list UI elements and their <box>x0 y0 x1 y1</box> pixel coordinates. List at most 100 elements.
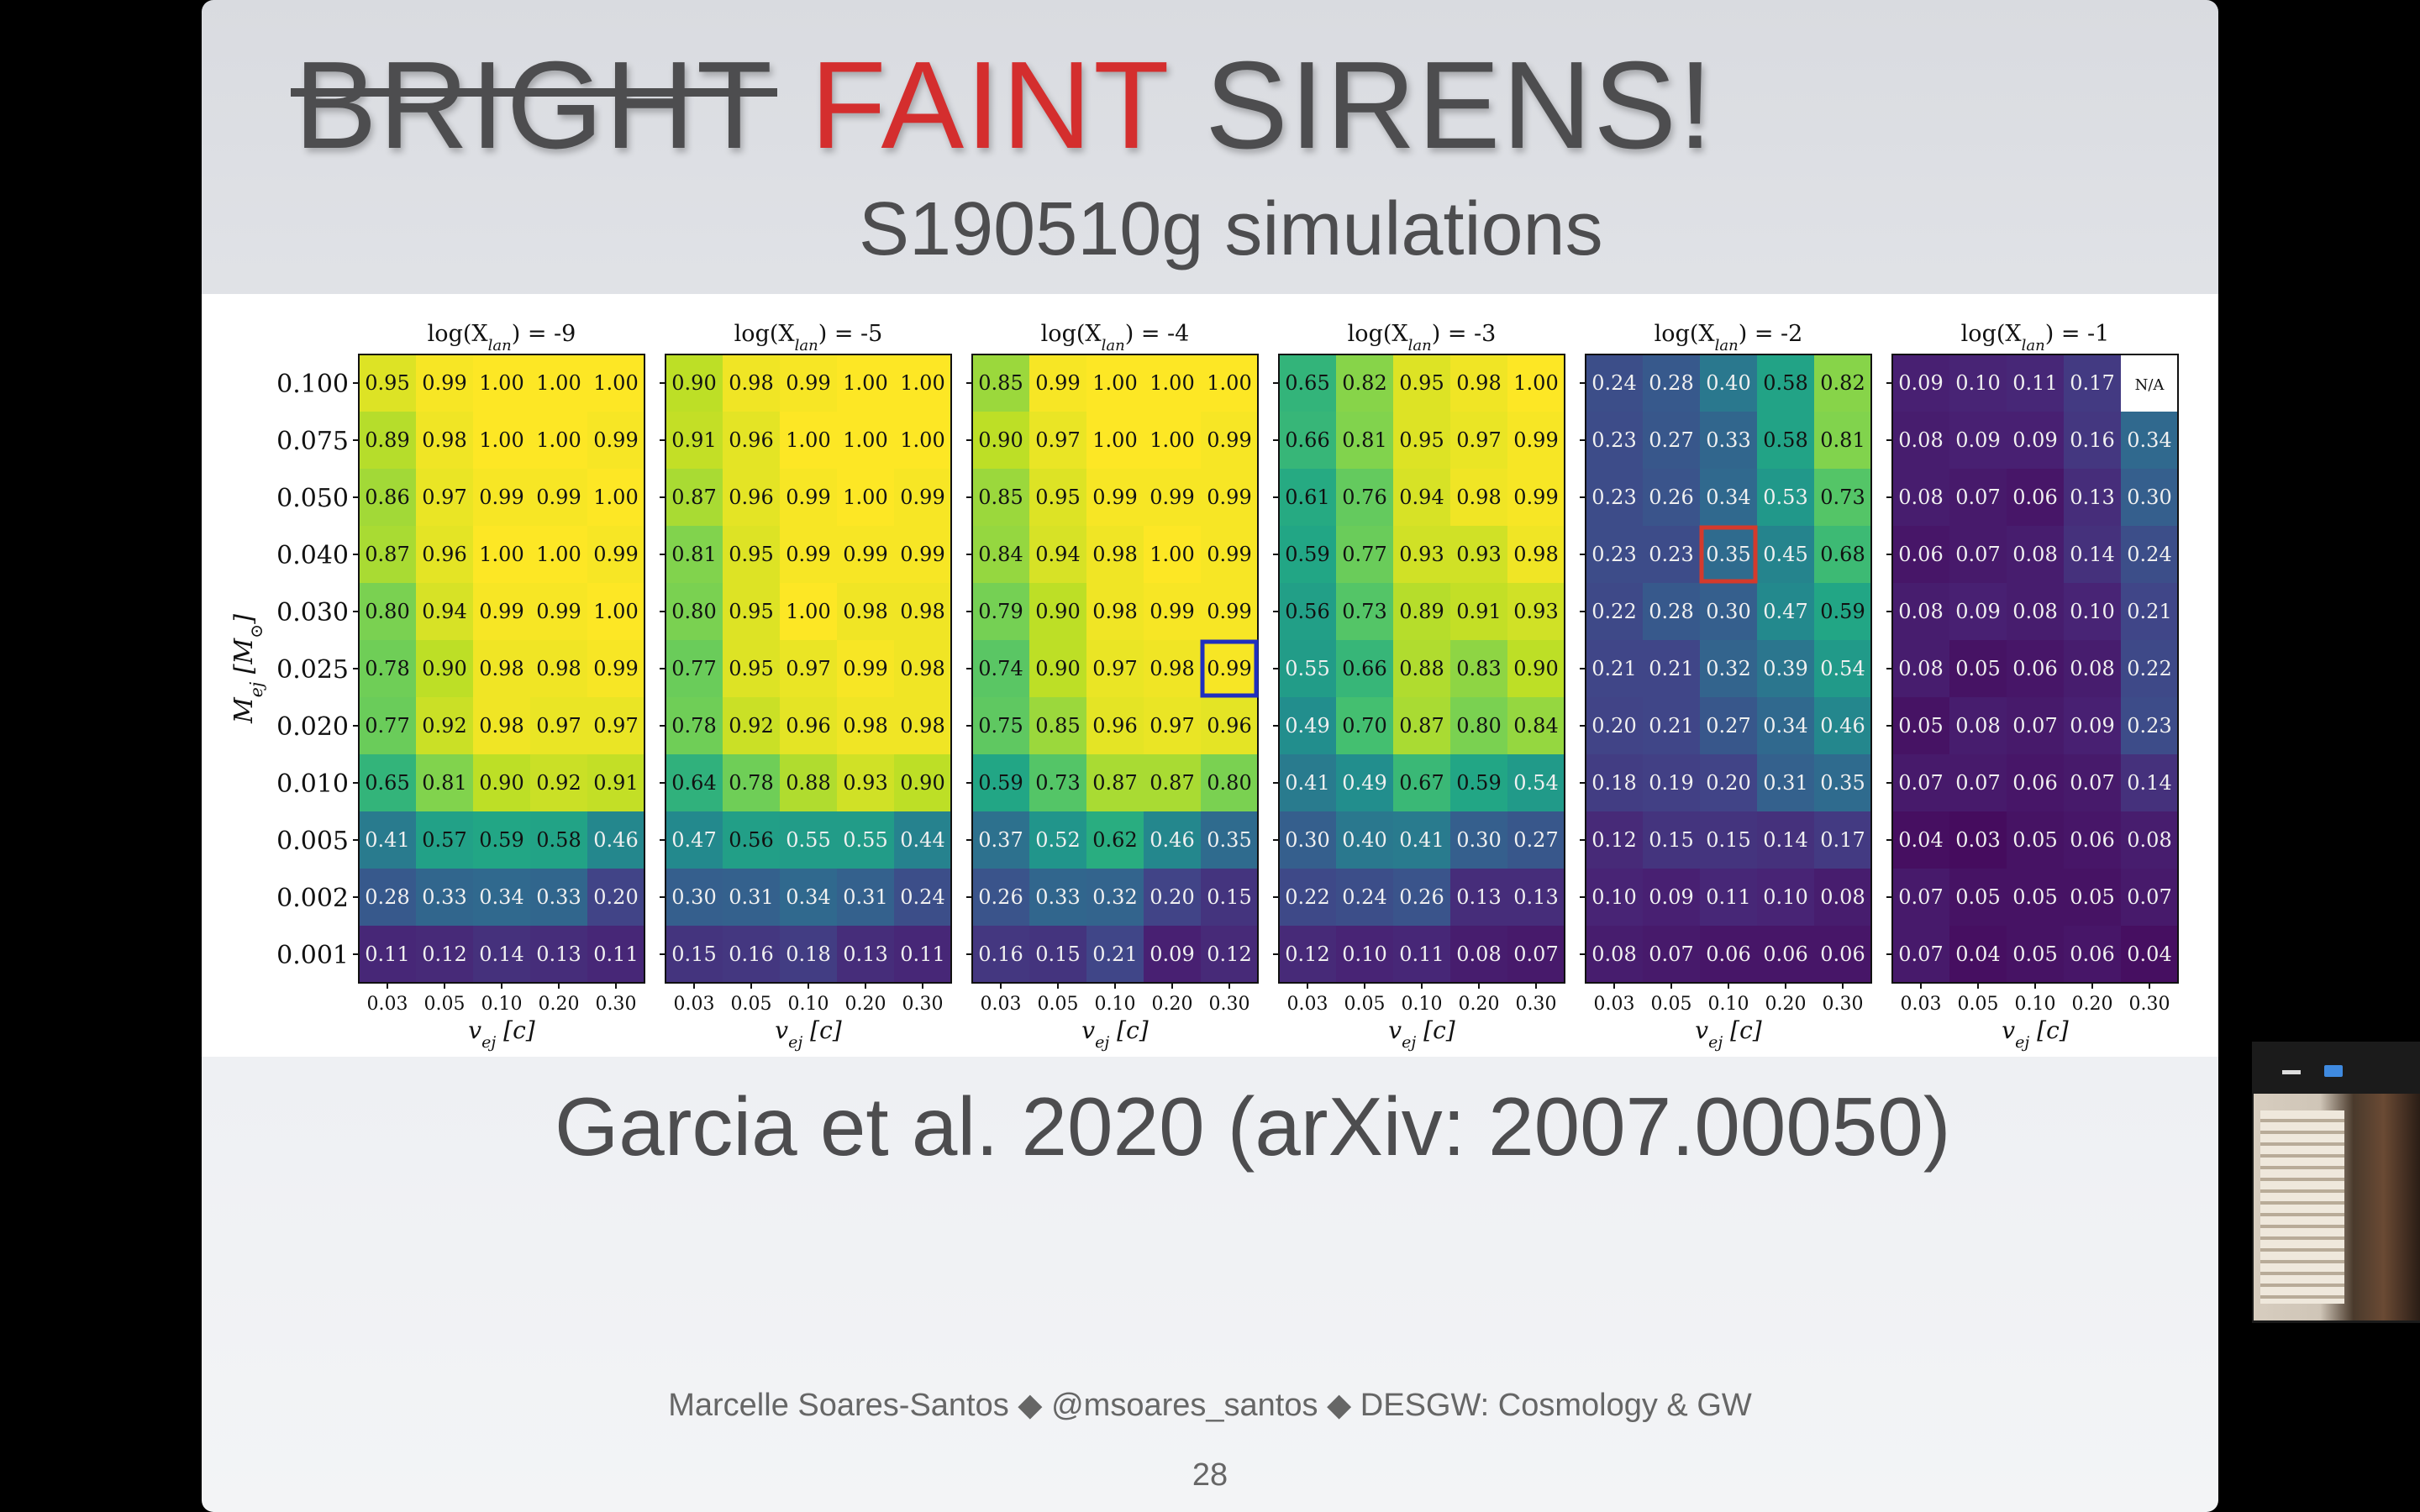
cell-value-label: 1.00 <box>786 600 830 623</box>
cell-value-label: 0.49 <box>1285 714 1329 738</box>
cell-value-label: 0.68 <box>1820 543 1865 566</box>
heatmap-cell <box>587 583 644 640</box>
cell-value-label: 0.98 <box>1456 486 1501 509</box>
heatmap-cell <box>1643 583 1700 640</box>
heatmap-cell <box>1201 583 1258 640</box>
cell-value-label: 0.27 <box>1513 828 1558 852</box>
heatmap-cell <box>1757 412 1814 469</box>
cell-value-label: 0.89 <box>365 428 409 452</box>
cell-value-label: 0.81 <box>671 543 716 566</box>
heatmap-cell <box>1757 926 1814 983</box>
heatmap-cell <box>837 754 894 811</box>
heatmap-cell <box>530 526 587 583</box>
heatmap-cell <box>2064 526 2121 583</box>
cell-value-label: 0.24 <box>1591 371 1636 395</box>
cell-value-label: 0.35 <box>1207 828 1251 852</box>
slide: BRIGHT FAINT SIRENS! S190510g simulation… <box>202 0 2218 1512</box>
heatmap-cell <box>780 583 837 640</box>
x-tick-label: 0.30 <box>2129 994 2170 1015</box>
cell-value-label: 0.61 <box>1285 486 1329 509</box>
cell-value-label: 0.80 <box>1207 771 1251 795</box>
heatmap-cell <box>1086 697 1144 754</box>
cell-value-label: 0.54 <box>1513 771 1558 795</box>
cell-value-label: 1.00 <box>1150 543 1194 566</box>
cell-value-label: 0.14 <box>2070 543 2114 566</box>
heatmap-cell <box>2121 640 2178 697</box>
cell-value-label: 0.06 <box>2012 771 2057 795</box>
heatmap-cell <box>1700 412 1757 469</box>
heatmap-cell <box>894 526 951 583</box>
cell-value-label: 0.41 <box>365 828 409 852</box>
cell-value-label: 0.70 <box>1342 714 1386 738</box>
heatmap-cell <box>473 354 530 412</box>
cell-value-label: 0.47 <box>1763 600 1807 623</box>
heatmap-cell <box>837 469 894 526</box>
heatmap-cell <box>2007 354 2064 412</box>
heatmap-cell <box>1700 640 1757 697</box>
heatmap-cell <box>1450 526 1507 583</box>
heatmap-cell <box>359 926 416 983</box>
heatmap-cell <box>1586 869 1643 926</box>
cell-value-label: 0.88 <box>786 771 830 795</box>
cell-value-label: 0.87 <box>1092 771 1137 795</box>
cell-value-label: 1.00 <box>479 428 523 452</box>
heatmap-cell <box>416 869 473 926</box>
heatmap-cell <box>1586 926 1643 983</box>
heatmap-cell <box>972 640 1029 697</box>
cell-value-label: 0.05 <box>1898 714 1943 738</box>
video-camera-icon[interactable] <box>2324 1065 2343 1077</box>
heatmap-cell <box>1144 354 1201 412</box>
heatmap-cell <box>780 926 837 983</box>
x-tick-label: 0.10 <box>1402 994 1443 1015</box>
heatmap-cell <box>2064 640 2121 697</box>
cell-value-label: 0.90 <box>671 371 716 395</box>
cell-value-label: 0.98 <box>1513 543 1558 566</box>
cell-value-label: 0.77 <box>671 657 716 680</box>
cell-value-label: 0.59 <box>1820 600 1865 623</box>
heatmap-cell <box>2064 583 2121 640</box>
cell-value-label: 0.27 <box>1706 714 1750 738</box>
cell-value-label: 0.23 <box>1591 428 1636 452</box>
heatmap-cell <box>1892 354 1949 412</box>
cell-value-label: 0.49 <box>1342 771 1386 795</box>
cell-value-label: 0.99 <box>1207 543 1251 566</box>
cell-value-label: 0.09 <box>2070 714 2114 738</box>
heatmap-cell <box>1086 754 1144 811</box>
cell-value-label: 0.78 <box>729 771 773 795</box>
minimize-icon[interactable] <box>2282 1070 2301 1074</box>
cell-value-label: 0.33 <box>422 885 466 909</box>
cell-value-label: 0.96 <box>1207 714 1251 738</box>
cell-value-label: 0.99 <box>843 657 887 680</box>
cell-value-label: 0.66 <box>1285 428 1329 452</box>
cell-value-label: 0.52 <box>1035 828 1080 852</box>
heatmap-cell <box>666 526 723 583</box>
heatmap-cell <box>1279 754 1336 811</box>
y-tick-label: 0.002 <box>276 884 349 913</box>
cell-value-label: 0.92 <box>729 714 773 738</box>
heatmap-cell <box>723 754 780 811</box>
heatmap-cell <box>1029 869 1086 926</box>
cell-value-label: 0.93 <box>1456 543 1501 566</box>
cell-value-label: 0.97 <box>1092 657 1137 680</box>
x-tick-label: 0.05 <box>731 994 772 1015</box>
x-tick-label: 0.30 <box>1209 994 1250 1015</box>
y-tick-label: 0.050 <box>276 484 349 513</box>
x-axis-label: vej [c] <box>1695 1016 1762 1052</box>
heatmap-cell <box>1700 469 1757 526</box>
heatmap-cell <box>587 869 644 926</box>
x-tick-label: 0.30 <box>902 994 944 1015</box>
y-tick-label: 0.020 <box>276 712 349 742</box>
cell-value-label: 0.08 <box>2012 600 2057 623</box>
heatmap-cell <box>1450 469 1507 526</box>
heatmap-cell <box>1814 754 1871 811</box>
cell-value-label: 0.98 <box>900 657 944 680</box>
heatmap-cell <box>1086 354 1144 412</box>
cell-value-label: 0.99 <box>593 657 638 680</box>
video-overlay[interactable] <box>2252 1042 2420 1323</box>
cell-value-label: 0.84 <box>1513 714 1558 738</box>
heatmap-cell <box>1892 526 1949 583</box>
heatmap-cell <box>837 526 894 583</box>
cell-value-label: 1.00 <box>843 486 887 509</box>
heatmap-cell <box>1086 526 1144 583</box>
heatmap-cell <box>1279 926 1336 983</box>
